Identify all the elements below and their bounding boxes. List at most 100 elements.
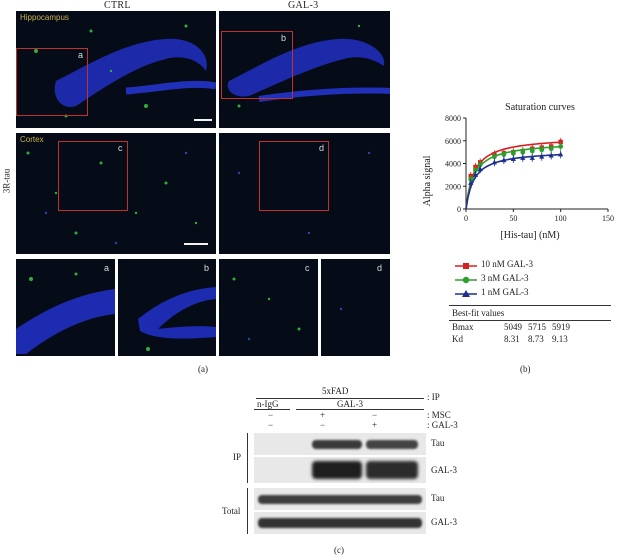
blot-ip-gal3 [254,457,426,483]
saturation-chart: Saturation curves Alpha signal [His-tau]… [422,102,614,241]
inset-box-c [58,141,128,211]
x-tick-label: 50 [509,214,517,223]
zoom-inset-b-image [138,287,216,351]
row-label-3r-tau: 3R-tau [1,168,12,194]
msc-val-1: − [268,410,274,420]
ip-row-label: : IP [427,392,440,402]
data-point [473,167,478,173]
data-point [558,139,563,145]
col-nigg: n-IgG [257,399,279,409]
data-point [558,144,564,149]
data-point [539,153,545,159]
row-label-bmax: Bmax [452,322,474,332]
data-point [501,152,507,157]
nigg-divider [254,409,290,410]
col-header-ctrl: CTRL [104,0,131,11]
zoom-inset-d: d [321,259,390,356]
bmax-3nm: 5715 [528,322,546,332]
table-row: Kd 8.31 8.73 9.13 [449,333,573,345]
side-label-total: Total [222,506,241,516]
inset-label-d: d [319,143,325,153]
y-tick-label: 4000 [445,160,461,169]
data-point [472,172,479,177]
legend-square-icon [455,263,477,269]
y-axis-label: Alpha signal [422,155,433,206]
bmax-10nm: 5049 [504,322,522,332]
micrograph-hippocampus-gal3: b [219,11,390,128]
legend-label-3nm: 3 nM GAL-3 [481,273,529,283]
chart-title: Saturation curves [505,102,575,113]
caption-c: (c) [334,545,344,555]
inset-label-c: c [118,143,123,153]
group-divider [256,398,424,399]
data-point [492,154,497,160]
msc-val-2: + [320,410,326,420]
best-fit-values: Bmax 5049 5715 5919 Kd 8.31 8.73 9.13 [449,321,573,345]
micrograph-cortex-ctrl: Cortex c [16,133,216,254]
zoom-inset-a: a [16,259,115,356]
legend-circle-icon [455,276,477,284]
band-label-total-tau: Tau [431,493,445,503]
gal3-row-label: : GAL-3 [427,420,458,430]
zoom-label-b: b [204,263,210,273]
best-fit-title: Best-fit values [452,308,505,318]
band-label-ip-gal3: GAL-3 [431,465,457,475]
blot-ip-tau [254,433,426,455]
data-point [548,146,554,152]
inset-box-a [16,48,88,116]
cortex-gal3-image [237,151,371,235]
inset-label-a: a [78,50,84,60]
gal3-divider [296,409,424,410]
data-point [510,150,516,156]
data-point [477,166,483,172]
hippocampus-gal3-image [227,24,390,108]
zoom-label-d: d [377,263,383,273]
data-point [520,149,526,155]
table-row: Bmax 5049 5715 5919 [449,321,573,333]
zoom-inset-d-image [339,307,343,311]
y-tick-label: 8000 [445,114,461,123]
kd-1nm: 9.13 [552,334,568,344]
data-point [510,156,516,161]
inset-box-b [221,31,293,99]
x-axis-label: [His-tau] (nM) [500,230,559,241]
msc-row-label: : MSC [427,410,451,420]
col-gal3: GAL-3 [337,399,363,409]
data-point [491,159,497,165]
x-tick-label: 100 [555,214,567,223]
band-label-ip-tau: Tau [431,438,445,448]
scale-bar [194,119,212,121]
blot-total-gal3 [254,512,426,534]
caption-a: (a) [198,364,208,374]
bmax-1nm: 5919 [552,322,570,332]
zoom-inset-c-image [232,277,301,341]
data-point [529,155,535,160]
y-tick-label: 6000 [445,137,461,146]
msc-val-3: − [372,410,378,420]
x-tick-label: 0 [464,214,468,223]
legend-label-10nm: 10 nM GAL-3 [481,259,533,269]
data-point [558,151,564,157]
region-label-cortex: Cortex [20,135,44,144]
gal3-val-3: + [372,420,378,430]
inset-box-d [259,141,329,211]
group-label-5xfad: 5xFAD [322,386,349,396]
inset-label-b: b [281,33,287,43]
region-label-hippocampus: Hippocampus [20,13,69,22]
gal3-val-2: − [320,420,326,430]
data-point [548,152,554,158]
side-label-ip: IP [233,452,242,462]
total-bracket [247,488,248,534]
data-point [468,180,474,185]
micrograph-hippocampus-ctrl: Hippocampus a [16,11,216,128]
kd-3nm: 8.73 [528,334,544,344]
zoom-label-a: a [104,263,110,273]
chart-axes: 0 50 100 150 0 2000 4000 6000 8000 [445,114,614,223]
band-label-total-gal3: GAL-3 [431,517,457,527]
chart-series [465,137,564,210]
data-point [520,155,526,160]
data-point [477,162,483,168]
data-point [529,148,535,154]
gal3-val-1: − [268,420,274,430]
blot-total-tau [254,488,426,510]
